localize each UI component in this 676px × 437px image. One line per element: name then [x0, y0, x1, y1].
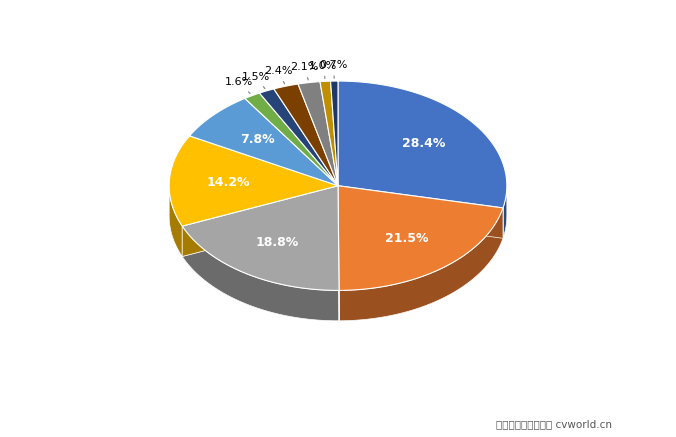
Text: 制图：第一商用车网 cvworld.cn: 制图：第一商用车网 cvworld.cn [496, 419, 612, 429]
Polygon shape [338, 186, 339, 321]
Polygon shape [169, 136, 338, 226]
Text: 1.6%: 1.6% [225, 77, 254, 94]
Polygon shape [260, 89, 338, 186]
Polygon shape [274, 84, 338, 186]
Polygon shape [189, 98, 338, 186]
Polygon shape [183, 186, 339, 291]
Text: 7.8%: 7.8% [240, 133, 274, 146]
Text: 1.5%: 1.5% [242, 72, 270, 89]
Polygon shape [183, 186, 338, 257]
Polygon shape [245, 93, 338, 186]
Text: 18.8%: 18.8% [256, 236, 299, 249]
Polygon shape [338, 186, 503, 238]
Polygon shape [331, 81, 338, 186]
Polygon shape [339, 208, 503, 321]
Text: 21.5%: 21.5% [385, 232, 429, 245]
Polygon shape [183, 186, 338, 257]
Polygon shape [338, 186, 503, 291]
Polygon shape [183, 226, 339, 321]
Polygon shape [320, 81, 338, 186]
Text: 0.7%: 0.7% [320, 60, 348, 78]
Polygon shape [503, 185, 507, 238]
Polygon shape [338, 186, 503, 238]
Text: 2.1%: 2.1% [291, 62, 319, 80]
Polygon shape [169, 185, 183, 257]
Text: 1.0%: 1.0% [309, 61, 337, 79]
Polygon shape [338, 81, 507, 208]
Text: 28.4%: 28.4% [402, 136, 445, 149]
Polygon shape [338, 186, 339, 321]
Text: 2.4%: 2.4% [264, 66, 292, 84]
Text: 14.2%: 14.2% [207, 176, 250, 189]
Ellipse shape [169, 111, 507, 321]
Polygon shape [298, 82, 338, 186]
